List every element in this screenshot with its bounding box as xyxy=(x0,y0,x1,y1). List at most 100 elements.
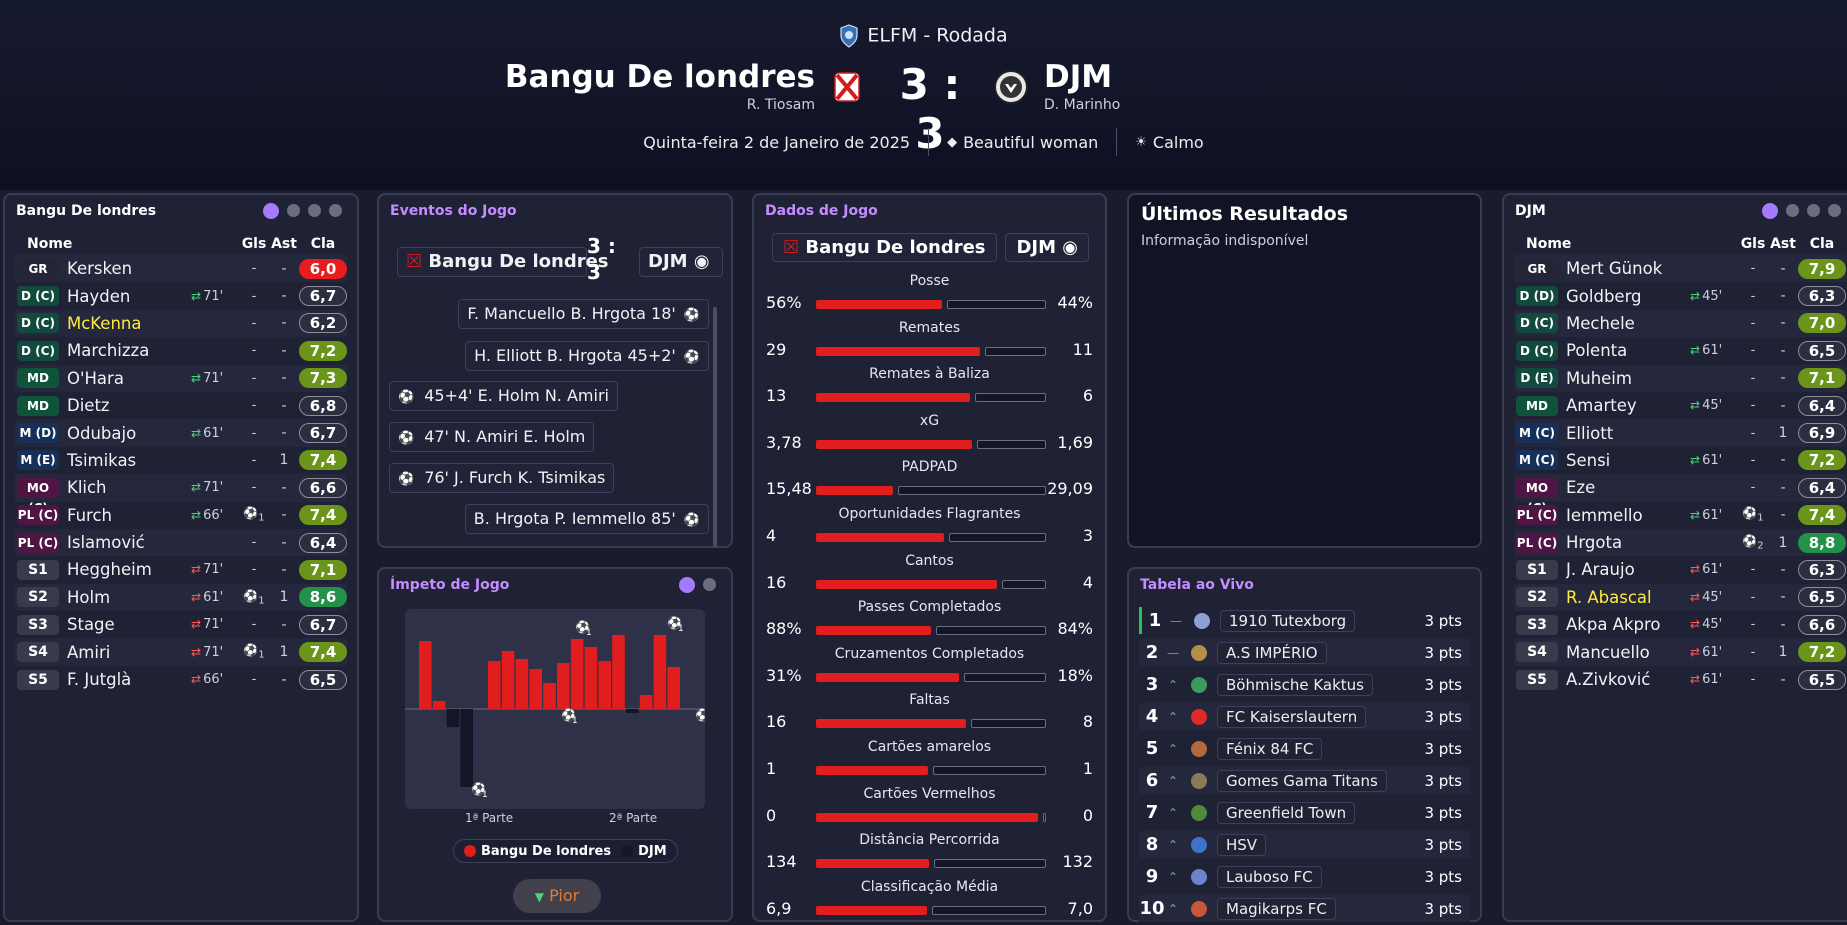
table-team-name[interactable]: Fénix 84 FC xyxy=(1217,737,1323,760)
player-name[interactable]: Marchizza xyxy=(67,341,150,361)
momentum-bar[interactable] xyxy=(515,659,529,709)
table-team-name[interactable]: Greenfield Town xyxy=(1217,801,1356,824)
event-item[interactable]: H. Elliott B. Hrgota 45+2' ⚽ xyxy=(465,341,709,371)
col-ast[interactable]: Ast xyxy=(1770,236,1796,252)
player-name[interactable]: Elliott xyxy=(1566,423,1614,443)
page-dot[interactable] xyxy=(703,578,716,591)
player-row[interactable]: M (D) Odubajo ⇄ 61' - -6,7 xyxy=(15,419,347,447)
event-item[interactable]: F. Mancuello B. Hrgota 18' ⚽ xyxy=(458,299,709,329)
player-name[interactable]: Goldberg xyxy=(1566,286,1642,306)
table-row[interactable]: 7 ⌃ Greenfield Town 3 pts xyxy=(1139,799,1470,826)
player-name[interactable]: Mert Günok xyxy=(1566,259,1663,279)
player-row[interactable]: D (C) Marchizza - -7,2 xyxy=(15,337,347,364)
player-row[interactable]: D (C) Mechele - -7,0 xyxy=(1514,309,1846,338)
player-name[interactable]: A.Zivković xyxy=(1566,670,1651,690)
player-row[interactable]: S1 Heggheim ⇄ 71' - -7,1 xyxy=(15,556,347,583)
momentum-bar[interactable] xyxy=(543,683,556,709)
home-team-block[interactable]: Bangu De londres R. Tiosam xyxy=(505,58,815,113)
player-name[interactable]: O'Hara xyxy=(67,368,124,388)
player-name[interactable]: Hayden xyxy=(67,286,131,306)
page-dot[interactable] xyxy=(1807,204,1820,217)
momentum-bar[interactable] xyxy=(626,709,639,713)
col-cla[interactable]: Cla xyxy=(310,236,336,252)
page-dot[interactable] xyxy=(263,203,279,219)
momentum-bar[interactable] xyxy=(653,635,667,709)
col-name[interactable]: Nome xyxy=(1526,236,1572,252)
player-name[interactable]: McKenna xyxy=(67,313,142,333)
page-dot[interactable] xyxy=(287,204,300,217)
table-team-name[interactable]: FC Kaiserslautern xyxy=(1217,705,1367,728)
player-name[interactable]: Muheim xyxy=(1566,368,1632,388)
event-item[interactable]: B. Hrgota P. Iemmello 85' ⚽ xyxy=(464,504,709,534)
table-row[interactable]: 9 ⌃ Lauboso FC 3 pts xyxy=(1139,863,1470,890)
player-row[interactable]: MD O'Hara ⇄ 71' - -7,3 xyxy=(15,364,347,392)
pior-button[interactable]: ▼ Pior xyxy=(513,879,601,913)
col-gls[interactable]: Gls xyxy=(241,236,267,252)
momentum-bar[interactable] xyxy=(419,641,432,709)
away-team-block[interactable]: DJM D. Marinho xyxy=(1044,58,1120,113)
momentum-bar[interactable] xyxy=(612,635,625,709)
player-name[interactable]: Sensi xyxy=(1566,450,1611,470)
player-row[interactable]: S2 R. Abascal ⇄ 45' - -6,5 xyxy=(1514,583,1846,612)
player-name[interactable]: Mechele xyxy=(1566,313,1635,333)
player-name[interactable]: R. Abascal xyxy=(1566,587,1652,607)
player-name[interactable]: Hrgota xyxy=(1566,533,1623,553)
player-row[interactable]: M (E) Tsimikas - 1 7,4 xyxy=(15,447,347,474)
momentum-bar[interactable] xyxy=(667,667,680,709)
col-name[interactable]: Nome xyxy=(27,236,73,252)
table-row[interactable]: 1 — 1910 Tutexborg 3 pts xyxy=(1139,607,1470,635)
player-row[interactable]: MO (C)Klich⇄71'--6,6 xyxy=(15,474,347,515)
player-name[interactable]: Heggheim xyxy=(67,560,152,580)
event-item[interactable]: ⚽ 76' J. Furch K. Tsimikas xyxy=(389,463,615,493)
home-coach-name[interactable]: R. Tiosam xyxy=(746,97,815,113)
momentum-bar[interactable] xyxy=(584,647,598,709)
table-team-name[interactable]: HSV xyxy=(1217,833,1267,856)
table-row[interactable]: 6 ⌃ Gomes Gama Titans 3 pts xyxy=(1139,767,1470,795)
player-name[interactable]: J. Araujo xyxy=(1566,560,1635,580)
table-row[interactable]: 8 ⌃ HSV 3 pts xyxy=(1139,831,1470,859)
events-home-chip[interactable]: ☒ Bangu De londres xyxy=(397,247,609,277)
col-gls[interactable]: Gls xyxy=(1740,236,1766,252)
events-scrollbar[interactable] xyxy=(713,307,717,547)
player-name[interactable]: Eze xyxy=(1566,478,1596,498)
momentum-bar[interactable] xyxy=(446,709,460,727)
page-dot[interactable] xyxy=(1786,204,1799,217)
player-row[interactable]: MD Dietz - -6,8 xyxy=(15,392,347,419)
table-team-name[interactable]: Gomes Gama Titans xyxy=(1217,769,1387,792)
momentum-bar[interactable] xyxy=(460,709,473,787)
table-team-name[interactable]: Lauboso FC xyxy=(1217,865,1322,888)
player-row[interactable]: S5 A.Zivković ⇄ 61' - -6,5 xyxy=(1514,666,1846,693)
table-row[interactable]: 3 ⌃ Böhmische Kaktus 3 pts xyxy=(1139,671,1470,698)
away-team-name[interactable]: DJM xyxy=(1044,59,1113,95)
momentum-bar[interactable] xyxy=(432,701,446,709)
player-row[interactable]: PL (C) Furch ⇄ 66' ⚽1-7,4 xyxy=(15,502,347,529)
player-row[interactable]: PL (C) Hrgota ⚽2 1 8,8 xyxy=(1514,528,1846,557)
player-row[interactable]: M (C) Sensi ⇄ 61' - -7,2 xyxy=(1514,447,1846,474)
player-name[interactable]: Islamović xyxy=(67,533,145,553)
player-row[interactable]: M (C) Elliott - 1 6,9 xyxy=(1514,419,1846,447)
player-name[interactable]: Furch xyxy=(67,505,112,525)
player-row[interactable]: S3 Akpa Akpro ⇄ 45' - -6,6 xyxy=(1514,611,1846,638)
momentum-bar[interactable] xyxy=(598,661,611,709)
player-row[interactable]: S2 Holm ⇄ 61' ⚽1 1 8,6 xyxy=(15,583,347,612)
col-ast[interactable]: Ast xyxy=(271,236,297,252)
player-row[interactable]: D (C) McKenna - -6,2 xyxy=(15,309,347,338)
player-name[interactable]: Kersken xyxy=(67,259,133,279)
home-team-name[interactable]: Bangu De londres xyxy=(504,59,815,95)
goal-marker-icon[interactable]: ⚽ xyxy=(694,708,710,722)
page-dot[interactable] xyxy=(1828,204,1841,217)
player-row[interactable]: GR Mert Günok - -7,9 xyxy=(1514,255,1846,283)
page-dot[interactable] xyxy=(679,577,695,593)
event-item[interactable]: ⚽ 45+4' E. Holm N. Amiri xyxy=(389,381,618,411)
home-crest-icon[interactable] xyxy=(830,70,864,104)
player-name[interactable]: Tsimikas xyxy=(67,450,137,470)
momentum-bar[interactable] xyxy=(501,651,515,709)
player-name[interactable]: Mancuello xyxy=(1566,642,1650,662)
away-crest-icon[interactable] xyxy=(994,70,1028,104)
momentum-bar[interactable] xyxy=(557,663,570,709)
goal-marker-icon[interactable]: ⚽ xyxy=(560,708,576,722)
player-row[interactable]: D (E) Muheim - -7,1 xyxy=(1514,364,1846,392)
player-name[interactable]: Stage xyxy=(67,615,115,635)
player-name[interactable]: F. Jutglà xyxy=(67,670,132,690)
player-row[interactable]: S4 Amiri ⇄ 71' ⚽1 1 7,4 xyxy=(15,638,347,666)
